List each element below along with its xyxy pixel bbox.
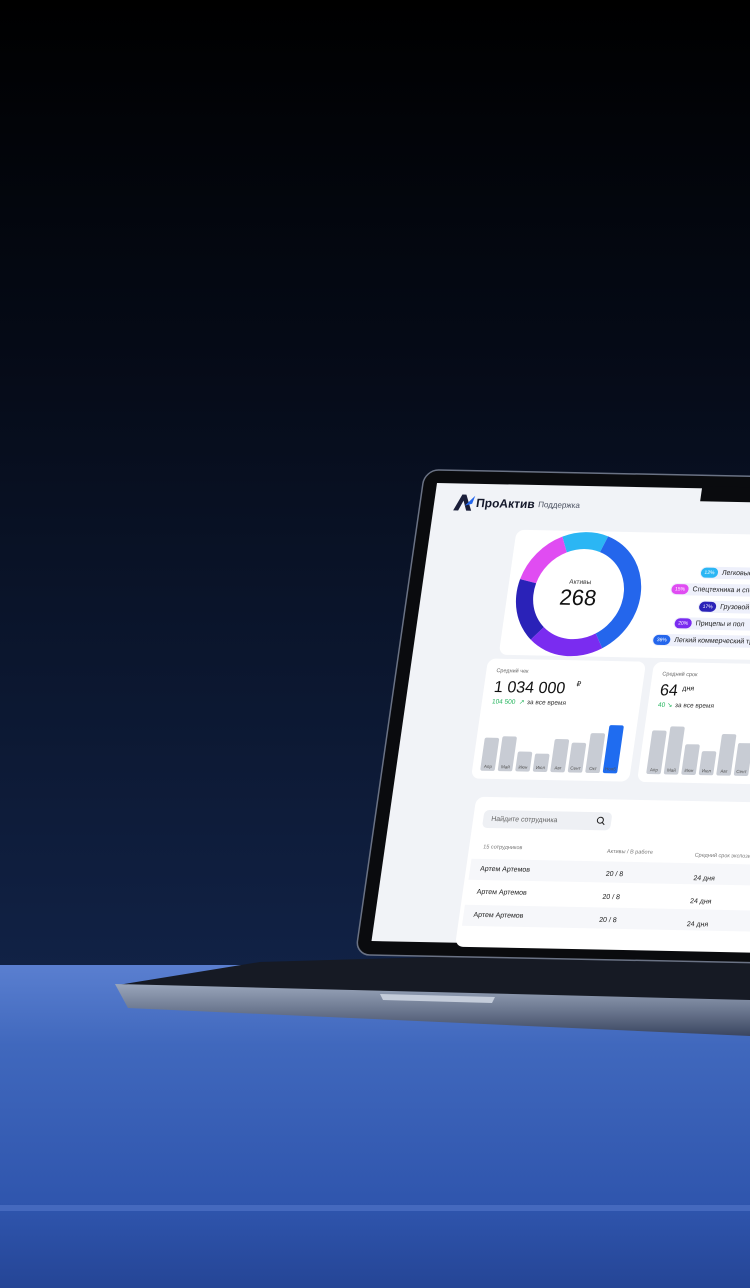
legend-percent: 17% bbox=[702, 604, 713, 610]
bar bbox=[681, 744, 700, 775]
table-cell: Артем Артемов bbox=[473, 912, 524, 920]
nav-link[interactable]: Поддержка bbox=[538, 500, 581, 510]
bar bbox=[602, 725, 624, 774]
month-label: Сент bbox=[570, 766, 581, 771]
logo: ПроАктив bbox=[475, 496, 536, 511]
table-cell: Артем Артемов bbox=[480, 866, 531, 874]
legend-name: Легкий коммерческий тр bbox=[674, 636, 750, 646]
bar bbox=[698, 751, 717, 776]
bar bbox=[480, 737, 500, 771]
laptop-front-edge bbox=[115, 984, 750, 1036]
assets-label: Активы bbox=[569, 579, 592, 586]
table-cell: 24 дня bbox=[690, 898, 713, 905]
month-label: Сент bbox=[736, 769, 747, 774]
month-label: Май bbox=[667, 767, 677, 773]
legend-pill bbox=[652, 633, 750, 650]
table-cell: 20 / 8 bbox=[599, 917, 618, 924]
bar bbox=[716, 733, 737, 776]
legend-badge bbox=[653, 634, 671, 646]
legend-pill bbox=[670, 583, 750, 599]
bar bbox=[585, 733, 606, 774]
avg-term-value: 64 bbox=[659, 681, 679, 699]
avg-check-change-icon: ↗ bbox=[518, 699, 524, 706]
legend-badge bbox=[700, 567, 719, 578]
legend-badge bbox=[674, 618, 692, 629]
legend-badge bbox=[671, 584, 689, 595]
bar bbox=[663, 726, 685, 775]
avg-term-change-icon: ↘ bbox=[666, 702, 672, 709]
month-label: Апр bbox=[650, 767, 659, 772]
avg-term-unit: дня bbox=[682, 685, 695, 692]
legend-name: Грузовой bbox=[720, 603, 750, 612]
month-label: Авг bbox=[554, 765, 562, 770]
table-cell: 20 / 8 bbox=[602, 894, 621, 901]
table-cell: 24 дня bbox=[686, 921, 709, 928]
month-label: Июл bbox=[702, 768, 712, 773]
legend-name: Легковые bbox=[721, 570, 750, 578]
avg-check-label: Средний чек bbox=[496, 667, 530, 675]
legend-percent: 20% bbox=[678, 621, 689, 627]
legend-name: Спецтехника и спе bbox=[692, 586, 750, 594]
month-label: Нояб bbox=[605, 766, 617, 771]
legend-percent: 12% bbox=[704, 570, 715, 576]
avg-term-label: Средний срок bbox=[662, 671, 699, 679]
legend-percent: 36% bbox=[656, 637, 667, 643]
donut-segment bbox=[595, 536, 642, 649]
assets-total: 268 bbox=[558, 585, 598, 611]
donut-segment bbox=[530, 627, 603, 657]
velvet-seam bbox=[0, 1205, 750, 1211]
notch bbox=[700, 486, 750, 505]
avg-check-change: 104 500 bbox=[491, 698, 516, 705]
month-label: Апр bbox=[484, 764, 493, 769]
assets-card bbox=[499, 529, 750, 662]
avg-check-currency: ₽ bbox=[576, 681, 582, 688]
month-label: Июн bbox=[684, 768, 694, 773]
search-placeholder[interactable]: Найдите сотрудника bbox=[491, 815, 558, 824]
logo-mark bbox=[453, 494, 472, 511]
legend-badge bbox=[699, 601, 717, 612]
trackpad-notch bbox=[380, 994, 495, 1003]
table-cell: 24 дня bbox=[693, 875, 716, 882]
bar bbox=[515, 751, 533, 772]
table-row bbox=[465, 881, 750, 910]
legend-pill bbox=[673, 617, 750, 634]
search-icon-handle bbox=[601, 821, 605, 826]
laptop-screen: ПроАктив Поддержка Активы 268 Средний че… bbox=[356, 469, 750, 964]
table-row bbox=[468, 858, 750, 887]
donut-segment bbox=[562, 532, 609, 553]
table-header: 15 сотрудников bbox=[483, 844, 523, 851]
avg-term-change-note: за все время bbox=[674, 702, 714, 710]
avg-term-change: 40 bbox=[657, 702, 666, 709]
bar bbox=[646, 730, 667, 775]
month-label: Окт bbox=[589, 766, 597, 771]
table-cell: Артем Артемов bbox=[476, 889, 527, 897]
table-header: Средний срок экспозиции bbox=[694, 852, 750, 860]
bar bbox=[497, 736, 517, 772]
avg-check-value: 1 034 000 bbox=[493, 678, 567, 697]
search-icon[interactable] bbox=[596, 816, 604, 824]
donut-segment bbox=[520, 536, 567, 584]
bar bbox=[733, 743, 750, 777]
legend-name: Прицепы и пол bbox=[695, 620, 745, 628]
bar bbox=[550, 739, 570, 773]
search-box[interactable] bbox=[482, 809, 613, 831]
table-cell: 20 / 8 bbox=[605, 871, 624, 878]
month-label: Авг bbox=[720, 769, 728, 774]
bar bbox=[567, 742, 587, 773]
legend-pill bbox=[698, 600, 750, 617]
table-row bbox=[461, 904, 750, 933]
table-header: Активы / В работе bbox=[606, 849, 653, 856]
avg-check-change-note: за все время bbox=[526, 699, 566, 707]
month-label: Май bbox=[501, 763, 511, 769]
month-label: Июн bbox=[518, 765, 528, 770]
donut-segment bbox=[515, 579, 544, 640]
month-label: Июл bbox=[536, 765, 546, 770]
legend-percent: 15% bbox=[675, 586, 686, 592]
bar bbox=[532, 753, 550, 772]
